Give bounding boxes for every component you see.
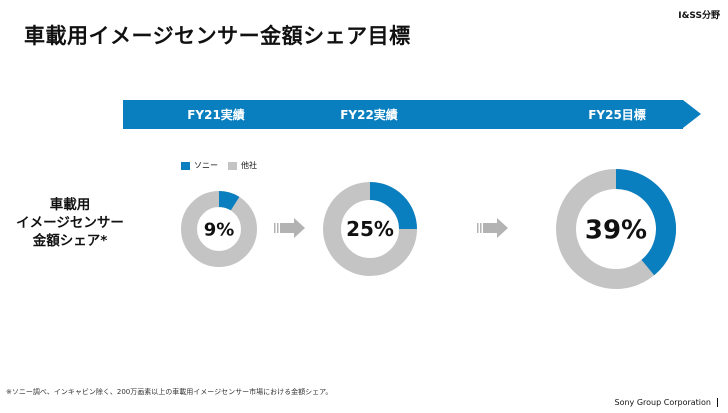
donut-sony-slice-2 xyxy=(615,169,676,276)
page-title: 車載用イメージセンサー金額シェア目標 xyxy=(24,24,411,48)
donut-sony-slice-0 xyxy=(218,191,240,211)
chart-legend: ソニー 他社 xyxy=(181,160,257,171)
donut-sony-slice-1 xyxy=(369,182,417,230)
transition-arrow-tail-0-1 xyxy=(277,223,279,233)
legend-label-others: 他社 xyxy=(241,161,257,170)
donut-center-label-2: 39% xyxy=(585,215,647,245)
company-name: Sony Group Corporation xyxy=(615,398,718,407)
donut-center-label-0: 9% xyxy=(204,219,235,240)
transition-arrow-tail-0-0 xyxy=(274,223,276,233)
legend-swatch-others xyxy=(228,161,237,170)
transition-arrow-1 xyxy=(483,218,508,238)
footnote: ※ソニー調べ、インキャビン除く、200万画素以上の車載用イメージセンサー市場にお… xyxy=(6,388,333,396)
donut-center-label-1: 25% xyxy=(346,217,394,241)
period-fy21: FY21実績 xyxy=(187,108,245,122)
row-label-line-2: イメージセンサー xyxy=(16,215,124,231)
transition-arrow-tail-1-0 xyxy=(477,223,479,233)
legend-swatch-sony xyxy=(181,161,190,170)
transition-arrow-0 xyxy=(280,218,305,238)
transition-arrow-tail-1-1 xyxy=(480,223,482,233)
row-label-line-3: 金額シェア* xyxy=(32,233,108,249)
timeline-banner-arrowhead xyxy=(683,100,701,128)
division-label: I&SS分野 xyxy=(678,11,720,21)
row-label-line-1: 車載用 xyxy=(49,197,91,213)
period-fy22: FY22実績 xyxy=(340,108,398,122)
period-fy25: FY25目標 xyxy=(588,108,646,122)
row-label: 車載用 イメージセンサー 金額シェア* xyxy=(8,196,132,250)
legend-label-sony: ソニー xyxy=(194,161,218,170)
timeline-banner xyxy=(123,100,683,129)
